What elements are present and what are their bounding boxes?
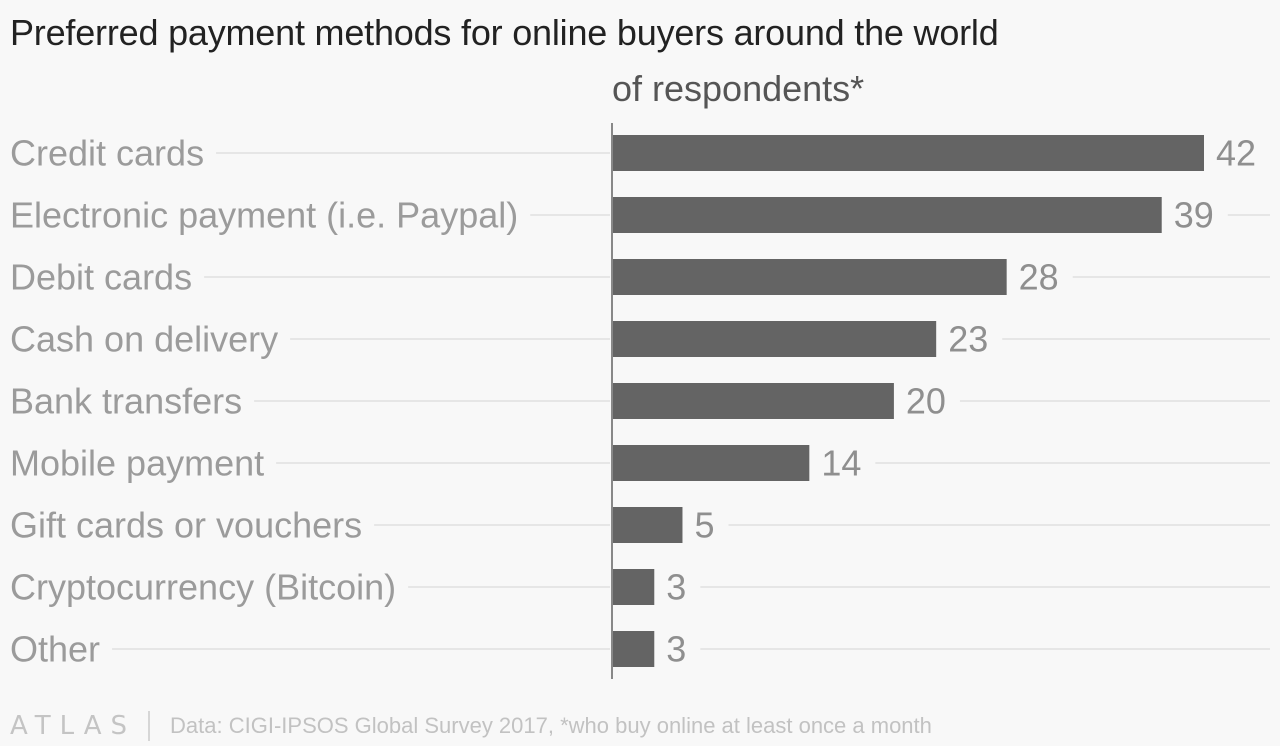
footer: ATLAS Data: CIGI-IPSOS Global Survey 201… bbox=[10, 708, 932, 744]
value-label: 3 bbox=[666, 567, 686, 608]
bar bbox=[612, 135, 1204, 171]
value-label: 20 bbox=[906, 381, 946, 422]
chart-subtitle: of respondents* bbox=[612, 68, 865, 109]
value-label: 39 bbox=[1174, 195, 1214, 236]
bar bbox=[612, 321, 937, 357]
bar bbox=[612, 631, 655, 667]
bar bbox=[612, 259, 1007, 295]
bar bbox=[612, 383, 894, 419]
bar bbox=[612, 445, 810, 481]
category-label: Bank transfers bbox=[10, 381, 242, 422]
category-label: Other bbox=[10, 629, 100, 670]
value-label: 3 bbox=[666, 629, 686, 670]
value-label: 28 bbox=[1019, 257, 1059, 298]
bar bbox=[612, 507, 683, 543]
category-label: Electronic payment (i.e. Paypal) bbox=[10, 195, 518, 236]
category-label: Credit cards bbox=[10, 133, 204, 174]
value-label: 42 bbox=[1216, 133, 1256, 174]
footer-divider bbox=[148, 711, 151, 741]
category-label: Mobile payment bbox=[10, 443, 264, 484]
category-label: Cryptocurrency (Bitcoin) bbox=[10, 567, 396, 608]
category-label: Debit cards bbox=[10, 257, 192, 298]
category-label: Cash on delivery bbox=[10, 319, 278, 360]
value-label: 5 bbox=[694, 505, 714, 546]
chart-title: Preferred payment methods for online buy… bbox=[10, 12, 999, 53]
value-label: 23 bbox=[948, 319, 988, 360]
atlas-logo: ATLAS bbox=[10, 711, 137, 741]
value-label: 14 bbox=[821, 443, 861, 484]
bar bbox=[612, 569, 655, 605]
category-label: Gift cards or vouchers bbox=[10, 505, 362, 546]
source-note: Data: CIGI-IPSOS Global Survey 2017, *wh… bbox=[170, 713, 932, 738]
bar bbox=[612, 197, 1162, 233]
